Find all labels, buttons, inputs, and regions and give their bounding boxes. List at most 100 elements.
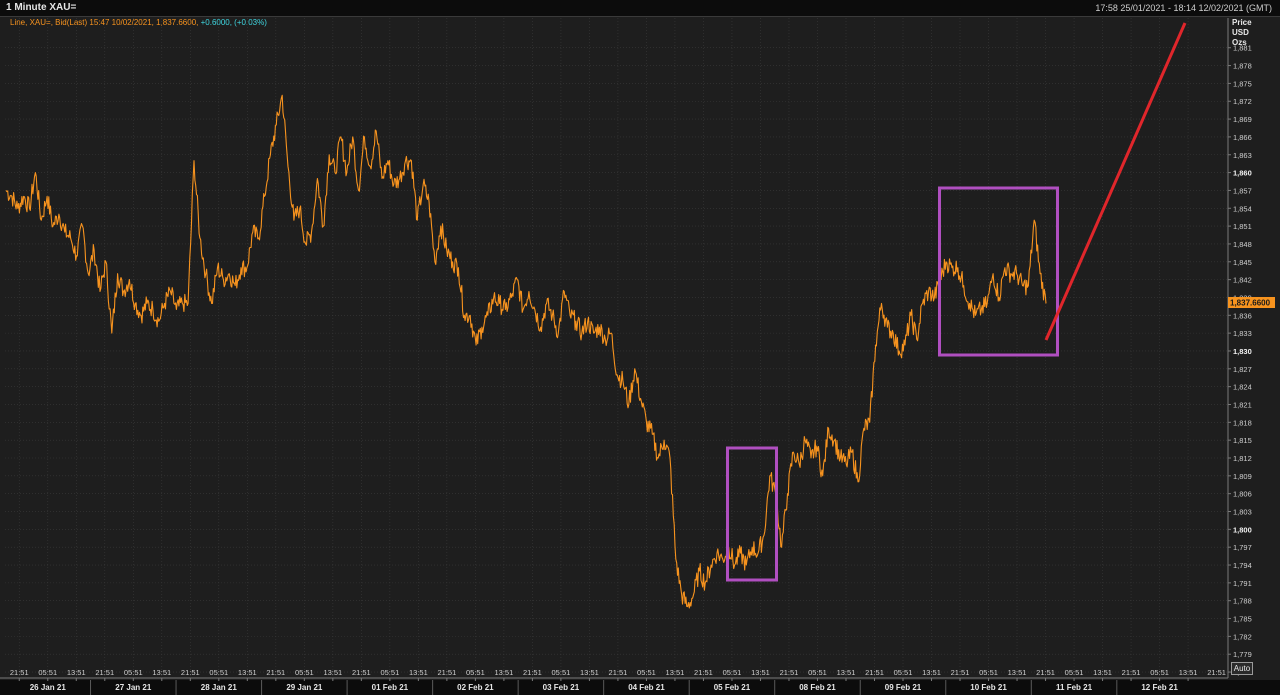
y-tick-label: 1,842 xyxy=(1233,276,1252,285)
y-tick-label: 1,815 xyxy=(1233,436,1252,445)
x-time-label: 13:51 xyxy=(751,668,770,677)
x-time-label: 21:51 xyxy=(951,668,970,677)
x-time-label: 05:51 xyxy=(894,668,913,677)
x-day-label: 08 Feb 21 xyxy=(799,683,836,692)
x-day-label: 04 Feb 21 xyxy=(628,683,665,692)
x-time-label: 05:51 xyxy=(38,668,57,677)
x-time-label: 21:51 xyxy=(523,668,542,677)
x-day-label: 26 Jan 21 xyxy=(30,683,67,692)
x-time-label: 13:51 xyxy=(152,668,171,677)
x-day-label: 12 Feb 21 xyxy=(1141,683,1178,692)
x-time-label: 21:51 xyxy=(266,668,285,677)
y-tick-label: 1,782 xyxy=(1233,632,1252,641)
y-tick-label: 1,806 xyxy=(1233,490,1252,499)
y-tick-label: 1,860 xyxy=(1233,169,1252,178)
trend-arrow xyxy=(1044,22,1187,341)
y-tick-label: 1,830 xyxy=(1233,347,1252,356)
y-tick-label: 1,824 xyxy=(1233,383,1252,392)
y-tick-label: 1,800 xyxy=(1233,525,1252,534)
x-time-label: 05:51 xyxy=(979,668,998,677)
x-day-label: 11 Feb 21 xyxy=(1056,683,1093,692)
x-time-label: 05:51 xyxy=(295,668,314,677)
x-time-label: 13:51 xyxy=(238,668,257,677)
y-tick-label: 1,821 xyxy=(1233,400,1252,409)
y-tick-label: 1,878 xyxy=(1233,62,1252,71)
y-tick-label: 1,872 xyxy=(1233,97,1252,106)
x-day-label: 05 Feb 21 xyxy=(714,683,751,692)
x-time-label: 13:51 xyxy=(409,668,428,677)
y-tick-label: 1,833 xyxy=(1233,329,1252,338)
series-line xyxy=(5,94,1047,609)
annotations xyxy=(726,22,1187,582)
last-price-tag: 1,837.6600 xyxy=(1228,297,1275,308)
x-time-label: 05:51 xyxy=(124,668,143,677)
x-time-label: 05:51 xyxy=(552,668,571,677)
y-tick-label: 1,836 xyxy=(1233,311,1252,320)
x-day-label: 02 Feb 21 xyxy=(457,683,494,692)
x-time-label: 13:51 xyxy=(837,668,856,677)
y-tick-label: 1,779 xyxy=(1233,650,1252,659)
x-time-label: 21:51 xyxy=(780,668,799,677)
y-tick-label: 1,881 xyxy=(1233,44,1252,53)
series-xau xyxy=(5,94,1047,609)
y-tick-label: 1,788 xyxy=(1233,597,1252,606)
y-tick-label: 1,794 xyxy=(1233,561,1252,570)
x-time-label: 21:51 xyxy=(865,668,884,677)
y-tick-label: 1,809 xyxy=(1233,472,1252,481)
x-day-label: 03 Feb 21 xyxy=(543,683,580,692)
x-day-label: 01 Feb 21 xyxy=(372,683,409,692)
y-tick-label: 1,857 xyxy=(1233,186,1252,195)
x-time-label: 05:51 xyxy=(466,668,485,677)
x-time-label: 13:51 xyxy=(67,668,86,677)
x-time-label: 21:51 xyxy=(95,668,114,677)
x-time-label: 13:51 xyxy=(1093,668,1112,677)
x-time-label: 13:51 xyxy=(323,668,342,677)
x-time-label: 13:51 xyxy=(1008,668,1027,677)
last-price-label: 1,837.6600 xyxy=(1230,299,1271,308)
y-tick-label: 1,785 xyxy=(1233,615,1252,624)
x-day-label: 09 Feb 21 xyxy=(885,683,922,692)
x-day-label: 29 Jan 21 xyxy=(286,683,323,692)
x-time-label: 05:51 xyxy=(723,668,742,677)
axis-unit-weight: Ozs xyxy=(1232,38,1247,47)
chart-header: 1 Minute XAU= 17:58 25/01/2021 - 18:14 1… xyxy=(0,0,1280,17)
x-time-label: 21:51 xyxy=(437,668,456,677)
y-tick-label: 1,875 xyxy=(1233,79,1252,88)
y-axis: Price USD Ozs 1,7761,7791,7821,7851,7881… xyxy=(1227,18,1252,678)
x-time-label: 21:51 xyxy=(10,668,29,677)
y-tick-label: 1,818 xyxy=(1233,418,1252,427)
x-time-label: 13:51 xyxy=(922,668,941,677)
highlight-box-10-feb xyxy=(938,186,1059,357)
y-tick-label: 1,854 xyxy=(1233,204,1252,213)
y-tick-label: 1,827 xyxy=(1233,365,1252,374)
x-time-label: 21:51 xyxy=(609,668,628,677)
legend: Line, XAU=, Bid(Last) 15:47 10/02/2021, … xyxy=(10,18,267,27)
x-time-label: 05:51 xyxy=(637,668,656,677)
x-time-label: 21:51 xyxy=(1036,668,1055,677)
x-day-label: 28 Jan 21 xyxy=(201,683,238,692)
day-label-band xyxy=(0,680,1280,695)
x-time-label: 05:51 xyxy=(808,668,827,677)
x-time-label: 13:51 xyxy=(495,668,514,677)
legend-change: +0.6000, (+0.03%) xyxy=(200,18,267,27)
auto-scale-button[interactable]: Auto xyxy=(1231,662,1253,675)
y-tick-label: 1,851 xyxy=(1233,222,1252,231)
x-time-label: 13:51 xyxy=(666,668,685,677)
y-tick-label: 1,803 xyxy=(1233,508,1252,517)
x-day-label: 27 Jan 21 xyxy=(115,683,152,692)
grid xyxy=(5,18,1228,678)
x-time-label: 21:51 xyxy=(1207,668,1226,677)
y-tick-label: 1,866 xyxy=(1233,133,1252,142)
x-time-label: 21:51 xyxy=(352,668,371,677)
x-day-label: 10 Feb 21 xyxy=(970,683,1007,692)
x-time-label: 05:51 xyxy=(1065,668,1084,677)
y-tick-label: 1,845 xyxy=(1233,258,1252,267)
x-time-label: 05:51 xyxy=(209,668,228,677)
x-time-label: 21:51 xyxy=(694,668,713,677)
date-range: 17:58 25/01/2021 - 18:14 12/02/2021 (GMT… xyxy=(1095,3,1272,13)
chart-title: 1 Minute XAU= xyxy=(6,2,77,13)
x-time-label: 05:51 xyxy=(380,668,399,677)
x-time-label: 21:51 xyxy=(1122,668,1141,677)
